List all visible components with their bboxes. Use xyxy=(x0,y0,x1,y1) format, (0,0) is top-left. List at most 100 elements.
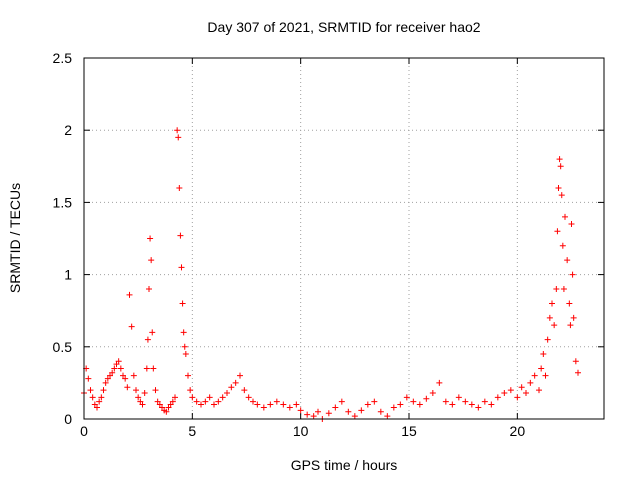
x-tick-label: 5 xyxy=(188,423,196,439)
data-point xyxy=(182,351,189,358)
data-point xyxy=(109,369,116,376)
data-point xyxy=(224,390,230,397)
data-point xyxy=(280,401,287,408)
data-point xyxy=(150,365,157,372)
data-point xyxy=(198,401,204,408)
data-point xyxy=(237,372,243,379)
data-point xyxy=(558,192,565,199)
data-point xyxy=(117,365,124,372)
data-point xyxy=(130,372,137,379)
y-tick-label: 2 xyxy=(64,122,72,138)
data-point xyxy=(332,404,339,411)
data-point xyxy=(111,365,118,372)
data-point xyxy=(564,257,571,264)
data-point xyxy=(172,394,178,401)
data-point xyxy=(442,398,449,405)
data-point xyxy=(206,394,213,401)
data-point xyxy=(536,387,542,394)
data-point xyxy=(126,291,133,298)
data-point xyxy=(267,401,274,408)
y-tick-label: 2.5 xyxy=(53,50,73,66)
data-point xyxy=(559,242,566,249)
data-point xyxy=(148,257,155,264)
data-point xyxy=(542,372,549,379)
data-point xyxy=(178,264,185,271)
data-point xyxy=(527,379,534,386)
x-tick-label: 15 xyxy=(401,423,417,439)
data-point xyxy=(273,398,280,405)
data-point xyxy=(575,369,581,376)
data-point xyxy=(572,358,579,365)
data-point xyxy=(135,394,142,401)
data-point xyxy=(286,404,293,411)
data-point xyxy=(403,394,410,401)
data-point xyxy=(494,394,501,401)
x-tick-label: 20 xyxy=(510,423,526,439)
data-point xyxy=(538,365,545,372)
data-point xyxy=(152,387,159,394)
grid xyxy=(84,58,604,419)
data-point xyxy=(569,271,576,278)
data-point xyxy=(143,365,150,372)
data-point xyxy=(293,401,300,408)
data-point xyxy=(241,387,248,394)
data-point xyxy=(501,390,508,397)
data-point xyxy=(423,395,430,402)
data-point xyxy=(377,408,384,415)
data-point xyxy=(544,336,551,343)
data-points xyxy=(81,127,581,422)
data-point xyxy=(85,375,92,382)
data-point xyxy=(449,401,456,408)
data-point xyxy=(169,398,176,405)
data-point xyxy=(554,228,561,235)
data-point xyxy=(175,134,182,141)
data-point xyxy=(141,390,148,397)
data-point xyxy=(462,398,469,405)
data-point xyxy=(187,387,194,394)
data-point xyxy=(260,404,267,411)
data-point xyxy=(98,394,105,401)
data-point xyxy=(364,401,371,408)
y-tick-label: 0.5 xyxy=(53,339,73,355)
data-point xyxy=(568,221,575,228)
data-point xyxy=(551,322,558,329)
data-point xyxy=(149,329,156,336)
data-point xyxy=(310,413,317,420)
data-point xyxy=(181,343,188,350)
data-point xyxy=(567,322,574,329)
data-point xyxy=(390,404,397,411)
data-point xyxy=(562,213,568,220)
data-point xyxy=(146,286,152,293)
data-point xyxy=(122,375,129,382)
data-point xyxy=(560,286,567,293)
data-point xyxy=(436,379,443,386)
data-point xyxy=(523,390,529,397)
data-point xyxy=(358,407,365,414)
data-point xyxy=(100,387,107,394)
data-point xyxy=(87,387,94,394)
data-point xyxy=(555,184,562,191)
data-point xyxy=(325,410,332,417)
data-point xyxy=(514,394,521,401)
data-point xyxy=(115,358,122,365)
data-point xyxy=(455,394,462,401)
data-point xyxy=(410,398,417,405)
data-point xyxy=(96,398,103,405)
data-point xyxy=(94,404,100,411)
data-point xyxy=(189,394,196,401)
x-tick-label: 0 xyxy=(80,423,88,439)
data-point xyxy=(176,184,183,191)
data-point xyxy=(566,300,573,307)
axis-ticks: 0 5 10 15 20 0 0.5 1 1.5 2 2.5 xyxy=(53,50,604,439)
data-point xyxy=(228,384,235,391)
data-point xyxy=(163,408,170,415)
data-point xyxy=(193,398,200,405)
data-point xyxy=(179,300,186,307)
data-point xyxy=(371,398,378,405)
data-point xyxy=(89,394,96,401)
data-point xyxy=(416,401,423,408)
data-point xyxy=(481,398,488,405)
data-point xyxy=(488,401,495,408)
data-point xyxy=(177,232,184,239)
data-point xyxy=(549,300,555,307)
